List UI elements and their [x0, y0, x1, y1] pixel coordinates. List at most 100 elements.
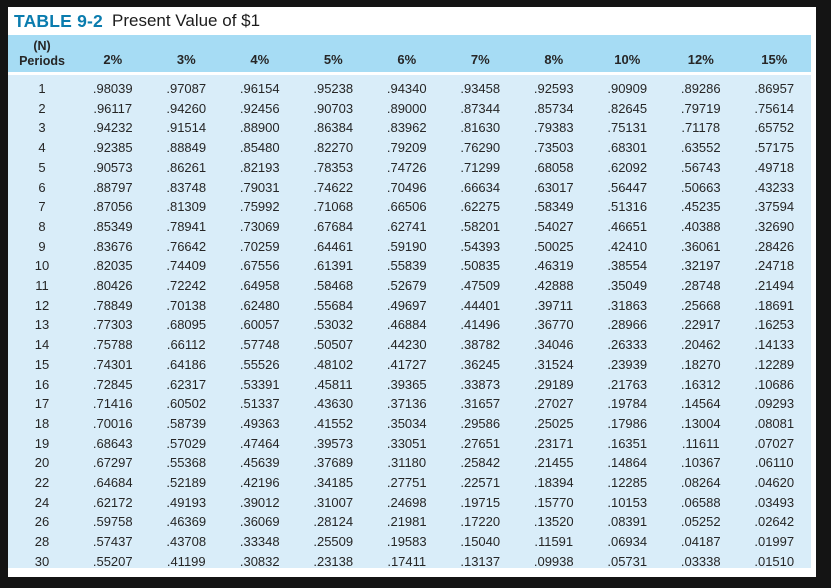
- value-cell: .31180: [387, 455, 427, 471]
- table-row: 11 .80426 .72242 .64958 .58468 .52679 .47509 .4…: [8, 276, 811, 296]
- value-cell: .25509: [313, 534, 354, 550]
- value-cell: .42888: [533, 278, 574, 294]
- value-cell: .23138: [313, 553, 354, 569]
- value-cell: .64461: [313, 238, 354, 254]
- header-row: (N) Periods 2% 3% 4% 5% 6% 7% 8% 10% 12% 15%: [8, 35, 811, 75]
- value-cell: .49718: [754, 159, 795, 175]
- value-cell: .78353: [313, 159, 354, 175]
- value-cell: .62317: [166, 376, 207, 392]
- rate-header: 12%: [664, 35, 738, 75]
- value-cell: .86261: [166, 159, 207, 175]
- value-cell: .40388: [680, 218, 721, 234]
- value-cell: .92456: [239, 100, 280, 116]
- value-cell: .46884: [386, 317, 427, 333]
- value-cell: .16253: [754, 317, 795, 333]
- period-cell: 14: [34, 337, 50, 353]
- value-cell: .12289: [754, 356, 795, 372]
- value-cell: .10367: [680, 455, 721, 471]
- value-cell: .16351: [607, 435, 648, 451]
- value-cell: .06934: [607, 534, 648, 550]
- value-cell: .89000: [386, 100, 427, 116]
- value-cell: .01997: [754, 534, 795, 550]
- value-cell: .28966: [607, 317, 648, 333]
- value-cell: .23939: [607, 356, 648, 372]
- period-cell: 12: [34, 297, 50, 313]
- value-cell: .36069: [239, 514, 280, 530]
- value-cell: .23171: [533, 435, 574, 451]
- value-cell: .53032: [313, 317, 354, 333]
- value-cell: .72242: [166, 278, 207, 294]
- value-cell: .59190: [386, 238, 427, 254]
- value-cell: .20462: [680, 337, 721, 353]
- table-area: (N) Periods 2% 3% 4% 5% 6% 7% 8% 10% 12% 15% 1 .98…: [8, 35, 811, 569]
- value-cell: .29189: [533, 376, 574, 392]
- value-cell: .67684: [313, 218, 354, 234]
- value-cell: .05252: [680, 514, 721, 530]
- period-cell: 24: [34, 494, 50, 510]
- table-row: 22 .64684 .52189 .42196 .34185 .27751 .22571 .1…: [8, 473, 811, 493]
- table-row: 20 .67297 .55368 .45639 .37689 .31180 .25842 .2…: [8, 453, 811, 473]
- value-cell: .49697: [386, 297, 427, 313]
- period-cell: 10: [34, 258, 50, 274]
- value-cell: .21455: [533, 455, 574, 471]
- value-cell: .55207: [92, 553, 133, 569]
- value-cell: .85349: [92, 218, 133, 234]
- value-cell: .39573: [313, 435, 354, 451]
- period-cell: 19: [34, 435, 50, 451]
- value-cell: .75131: [607, 120, 648, 136]
- value-cell: .06588: [680, 494, 721, 510]
- value-cell: .17986: [607, 415, 648, 431]
- value-cell: .13137: [460, 553, 501, 569]
- value-cell: .55368: [166, 455, 207, 471]
- value-cell: .14133: [754, 337, 795, 353]
- table-caption: TABLE 9-2 Present Value of $1: [8, 7, 816, 35]
- value-cell: .74622: [313, 179, 354, 195]
- value-cell: .68301: [607, 140, 648, 156]
- value-cell: .10153: [607, 494, 648, 510]
- table-row: 2 .96117 .94260 .92456 .90703 .89000 .87344 .85…: [8, 99, 811, 119]
- table-row: 14 .75788 .66112 .57748 .50507 .44230 .38782 .3…: [8, 335, 811, 355]
- table-number: TABLE 9-2: [14, 10, 103, 31]
- value-cell: .19784: [607, 396, 648, 412]
- value-cell: .29586: [460, 415, 501, 431]
- period-cell: 28: [34, 534, 50, 550]
- value-cell: .22571: [460, 475, 501, 491]
- value-cell: .61391: [313, 258, 354, 274]
- value-cell: .34046: [533, 337, 574, 353]
- value-cell: .50025: [533, 238, 574, 254]
- value-cell: .41727: [386, 356, 427, 372]
- value-cell: .26333: [607, 337, 648, 353]
- value-cell: .43708: [166, 534, 207, 550]
- value-cell: .80426: [92, 278, 133, 294]
- value-cell: .88797: [92, 179, 133, 195]
- value-cell: .95238: [313, 81, 354, 96]
- value-cell: .82270: [313, 140, 354, 156]
- value-cell: .71416: [92, 396, 133, 412]
- value-cell: .62741: [386, 218, 427, 234]
- value-cell: .03338: [680, 553, 721, 569]
- value-cell: .10686: [754, 376, 795, 392]
- rate-header: 8%: [517, 35, 591, 75]
- table-row: 19 .68643 .57029 .47464 .39573 .33051 .27651 .2…: [8, 434, 811, 454]
- value-cell: .57748: [239, 337, 280, 353]
- value-cell: .62275: [460, 199, 501, 215]
- value-cell: .65752: [754, 120, 795, 136]
- value-cell: .37689: [313, 455, 354, 471]
- value-cell: .43630: [313, 396, 354, 412]
- value-cell: .18394: [533, 475, 574, 491]
- value-cell: .62480: [239, 297, 280, 313]
- value-cell: .39711: [534, 297, 574, 313]
- value-cell: .71299: [460, 159, 501, 175]
- value-cell: .25668: [680, 297, 721, 313]
- period-cell: 6: [38, 179, 46, 195]
- value-cell: .83748: [166, 179, 207, 195]
- value-cell: .73069: [239, 218, 280, 234]
- value-cell: .98039: [92, 81, 133, 96]
- value-cell: .49193: [166, 494, 207, 510]
- value-cell: .28124: [313, 514, 354, 530]
- value-cell: .35034: [386, 415, 427, 431]
- value-cell: .78849: [92, 297, 133, 313]
- value-cell: .13520: [533, 514, 574, 530]
- table-row: 30 .55207 .41199 .30832 .23138 .17411 .13137 .0…: [8, 552, 811, 572]
- value-cell: .07027: [754, 435, 795, 451]
